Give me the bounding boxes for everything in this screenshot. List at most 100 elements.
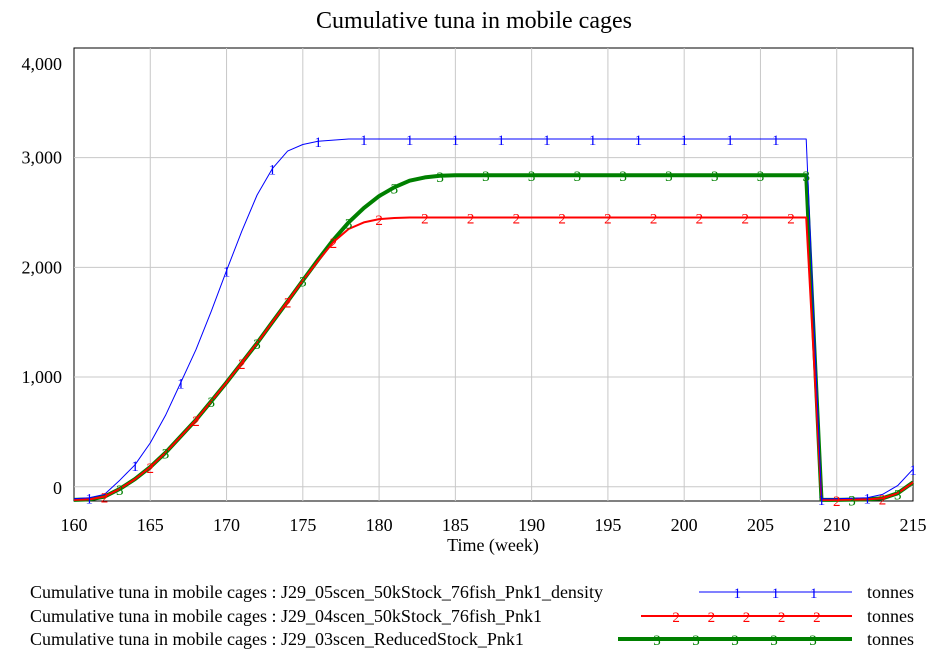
series-marker-3: 3 bbox=[162, 447, 170, 463]
series-line-2 bbox=[73, 216, 914, 501]
series-marker-2: 2 bbox=[787, 211, 795, 227]
series-marker-2: 2 bbox=[101, 491, 109, 507]
x-tick-label: 205 bbox=[747, 515, 774, 535]
series-marker-3: 3 bbox=[345, 216, 353, 232]
series-marker-2: 2 bbox=[741, 211, 749, 227]
series-marker-1: 1 bbox=[314, 135, 322, 151]
series-marker-3: 3 bbox=[802, 169, 810, 185]
series-marker-2: 2 bbox=[696, 211, 704, 227]
series-marker-1: 1 bbox=[726, 133, 734, 149]
x-axis-label: Time (week) bbox=[447, 535, 539, 556]
legend-marker-1: 1 bbox=[734, 586, 742, 602]
x-tick-label: 170 bbox=[213, 515, 240, 535]
x-tick-label: 185 bbox=[442, 515, 469, 535]
series-marker-1: 1 bbox=[177, 377, 185, 393]
legend-marker-3: 3 bbox=[731, 633, 739, 649]
series-marker-1: 1 bbox=[635, 133, 643, 149]
series-marker-1: 1 bbox=[452, 133, 460, 149]
legend-marker-3: 3 bbox=[809, 633, 817, 649]
series-marker-2: 2 bbox=[833, 494, 841, 510]
series-marker-3: 3 bbox=[436, 170, 444, 186]
series-marker-2: 2 bbox=[284, 295, 292, 311]
x-tick-label: 180 bbox=[366, 515, 393, 535]
series-marker-2: 2 bbox=[879, 492, 887, 508]
series-lines bbox=[73, 138, 915, 502]
x-tick-label: 215 bbox=[900, 515, 927, 535]
series-marker-2: 2 bbox=[513, 211, 521, 227]
y-axis-ticks: 0 1,000 2,000 3,000 4,000 bbox=[22, 54, 63, 498]
y-tick-label: 3,000 bbox=[22, 148, 63, 168]
series-marker-3: 3 bbox=[665, 169, 673, 185]
legend-marker-3: 3 bbox=[692, 633, 700, 649]
series-marker-1: 1 bbox=[818, 493, 826, 509]
series-marker-1: 1 bbox=[772, 133, 780, 149]
legend-marker-2: 2 bbox=[672, 610, 680, 626]
legend-label-1: Cumulative tuna in mobile cages : J29_05… bbox=[30, 582, 603, 602]
series-marker-3: 3 bbox=[528, 169, 536, 185]
series-marker-2: 2 bbox=[604, 211, 612, 227]
legend-marker-2: 2 bbox=[778, 610, 786, 626]
series-marker-1: 1 bbox=[589, 133, 597, 149]
x-tick-label: 190 bbox=[518, 515, 545, 535]
y-tick-label: 4,000 bbox=[22, 54, 63, 74]
series-marker-3: 3 bbox=[299, 275, 307, 291]
series-marker-1: 1 bbox=[131, 459, 139, 475]
legend-marker-3: 3 bbox=[770, 633, 778, 649]
x-tick-label: 160 bbox=[61, 515, 88, 535]
series-marker-1: 1 bbox=[86, 492, 94, 508]
series-marker-2: 2 bbox=[558, 211, 566, 227]
series-marker-1: 1 bbox=[543, 133, 551, 149]
series-marker-3: 3 bbox=[574, 169, 582, 185]
series-marker-3: 3 bbox=[848, 494, 856, 510]
legend-label-2: Cumulative tuna in mobile cages : J29_04… bbox=[30, 606, 542, 626]
series-marker-3: 3 bbox=[253, 337, 261, 353]
plot-area bbox=[73, 47, 914, 502]
series-marker-3: 3 bbox=[391, 181, 399, 197]
series-marker-3: 3 bbox=[482, 169, 490, 185]
series-marker-2: 2 bbox=[192, 414, 200, 430]
y-tick-label: 1,000 bbox=[22, 367, 63, 387]
legend-marker-2: 2 bbox=[708, 610, 716, 626]
y-tick-label: 2,000 bbox=[22, 257, 63, 277]
series-marker-2: 2 bbox=[330, 236, 338, 252]
legend-marker-3: 3 bbox=[653, 633, 661, 649]
series-marker-2: 2 bbox=[375, 213, 383, 229]
series-marker-1: 1 bbox=[863, 492, 871, 508]
series-marker-1: 1 bbox=[360, 133, 368, 149]
legend-marker-2: 2 bbox=[813, 610, 821, 626]
series-marker-1: 1 bbox=[909, 463, 917, 479]
x-tick-label: 175 bbox=[289, 515, 316, 535]
legend-marker-2: 2 bbox=[743, 610, 751, 626]
grid-lines bbox=[74, 48, 913, 501]
x-tick-label: 200 bbox=[671, 515, 698, 535]
x-tick-label: 210 bbox=[823, 515, 850, 535]
series-line-1 bbox=[73, 138, 914, 500]
legend-unit-2: tonnes bbox=[867, 606, 914, 626]
series-marker-2: 2 bbox=[421, 211, 429, 227]
legend-label-3: Cumulative tuna in mobile cages : J29_03… bbox=[30, 629, 524, 649]
y-tick-label: 0 bbox=[53, 478, 62, 498]
series-marker-2: 2 bbox=[147, 461, 155, 477]
series-marker-3: 3 bbox=[757, 169, 765, 185]
x-tick-label: 195 bbox=[594, 515, 621, 535]
x-axis-ticks: 160 165 170 175 180 185 190 195 200 205 210 215 bbox=[61, 515, 927, 535]
series-marker-2: 2 bbox=[238, 357, 246, 373]
legend: Cumulative tuna in mobile cages : J29_05… bbox=[30, 582, 914, 649]
legend-marker-1: 1 bbox=[772, 586, 780, 602]
legend-marker-1: 1 bbox=[810, 586, 818, 602]
series-marker-2: 2 bbox=[650, 211, 658, 227]
series-marker-1: 1 bbox=[406, 133, 414, 149]
series-marker-1: 1 bbox=[497, 133, 505, 149]
chart-title: Cumulative tuna in mobile cages bbox=[316, 8, 632, 34]
series-marker-2: 2 bbox=[467, 211, 475, 227]
series-marker-3: 3 bbox=[116, 483, 124, 499]
x-tick-label: 165 bbox=[137, 515, 164, 535]
series-marker-3: 3 bbox=[711, 169, 719, 185]
series-marker-3: 3 bbox=[619, 169, 627, 185]
series-marker-3: 3 bbox=[894, 487, 902, 503]
series-marker-3: 3 bbox=[208, 395, 216, 411]
series-marker-1: 1 bbox=[223, 265, 231, 281]
legend-unit-3: tonnes bbox=[867, 629, 914, 649]
